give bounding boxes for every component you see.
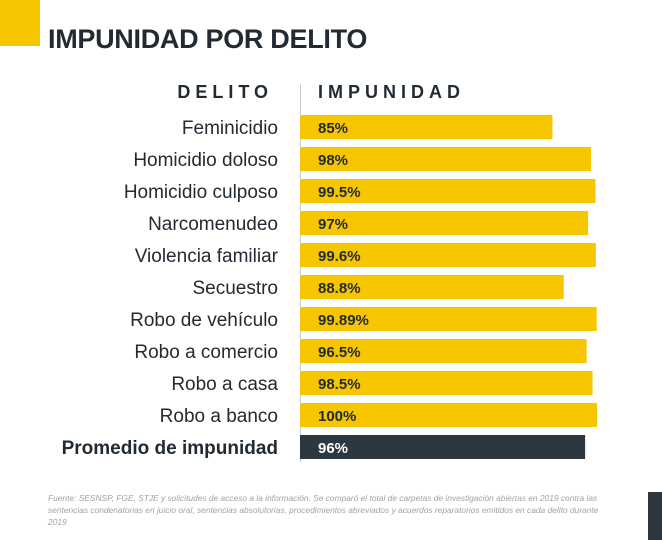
impunity-bar <box>300 243 596 267</box>
impunity-bar <box>300 275 564 299</box>
category-label: Robo a comercio <box>134 342 278 363</box>
category-label: Feminicidio <box>182 118 278 139</box>
average-label: Promedio de impunidad <box>62 438 278 459</box>
column-header-delito: DELITO <box>177 82 273 102</box>
category-label: Secuestro <box>192 278 278 299</box>
impunity-bar <box>300 211 589 235</box>
impunity-bar <box>300 147 592 171</box>
column-divider <box>300 84 301 462</box>
impunity-bar <box>300 307 597 331</box>
corner-accent-block <box>0 0 40 46</box>
value-label: 97% <box>318 216 348 233</box>
category-label: Narcomenudeo <box>148 214 278 235</box>
value-label: 99.5% <box>318 184 361 201</box>
value-label: 85% <box>318 120 348 137</box>
category-label: Robo a banco <box>160 406 278 427</box>
column-header-impunidad: IMPUNIDAD <box>318 82 465 102</box>
average-value-label: 96% <box>318 440 348 457</box>
average-bar <box>300 435 586 459</box>
category-label: Robo a casa <box>171 374 278 395</box>
source-footnote: Fuente: SESNSP, FGE, STJE y solicitudes … <box>48 493 599 527</box>
impunity-bar <box>300 339 587 363</box>
chart-title: IMPUNIDAD POR DELITO <box>48 24 368 54</box>
value-label: 96.5% <box>318 344 361 361</box>
impunity-bar-chart: Feminicidio 85% Homicidio doloso 98% Homicid… <box>62 115 597 459</box>
value-label: 88.8% <box>318 280 361 297</box>
category-label: Robo de vehículo <box>130 310 278 331</box>
value-label: 100% <box>318 408 356 425</box>
value-label: 99.89% <box>318 312 369 329</box>
category-label: Homicidio culposo <box>124 182 278 203</box>
impunity-bar <box>300 371 593 395</box>
impunity-bar <box>300 403 597 427</box>
impunity-bar <box>300 179 596 203</box>
corner-dark-block <box>648 492 662 540</box>
value-label: 99.6% <box>318 248 361 265</box>
value-label: 98% <box>318 152 348 169</box>
value-label: 98.5% <box>318 376 361 393</box>
category-label: Homicidio doloso <box>133 150 278 171</box>
category-label: Violencia familiar <box>135 246 279 267</box>
impunity-bar <box>300 115 553 139</box>
